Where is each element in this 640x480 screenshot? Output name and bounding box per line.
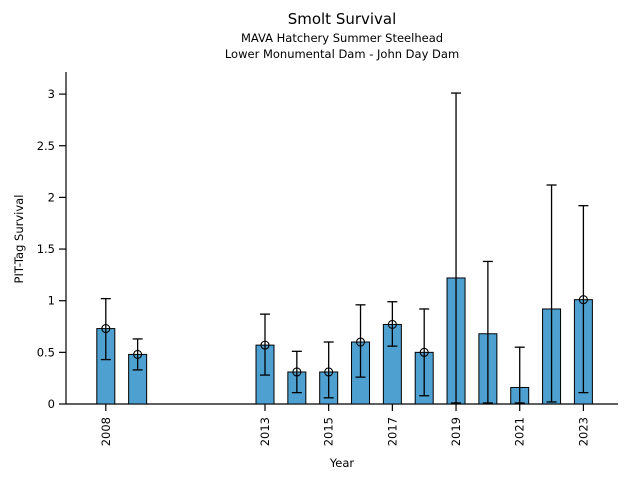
- point-marker-2018: [419, 347, 429, 357]
- y-tick-label: 0.5: [37, 345, 55, 359]
- y-tick-label: 2.5: [37, 139, 55, 153]
- x-tick-label: 2008: [99, 417, 113, 446]
- x-tick-label: 2023: [576, 417, 590, 446]
- point-marker-2008: [101, 324, 111, 334]
- point-marker-2013: [260, 340, 270, 350]
- y-tick-label: 0: [48, 397, 55, 411]
- x-tick-label: 2021: [513, 417, 527, 446]
- point-marker-2016: [355, 337, 366, 347]
- point-marker-2015: [324, 367, 334, 377]
- y-tick-label: 3: [48, 87, 55, 101]
- x-tick-label: 2015: [322, 417, 336, 446]
- x-axis-label: Year: [329, 456, 355, 470]
- x-tick-label: 2017: [385, 417, 399, 446]
- point-marker-2009: [133, 349, 143, 359]
- y-tick-label: 1: [48, 294, 55, 308]
- chart-subtitle-line1: MAVA Hatchery Summer Steelhead: [240, 31, 444, 45]
- x-tick-label: 2013: [258, 417, 272, 446]
- point-marker-2023: [578, 295, 588, 305]
- chart-title: Smolt Survival: [287, 10, 397, 28]
- y-tick-label: 2: [48, 190, 55, 204]
- x-tick-label: 2019: [449, 417, 463, 446]
- y-tick-label: 1.5: [37, 242, 55, 256]
- point-marker-2014: [292, 367, 302, 377]
- chart-subtitle-line2: Lower Monumental Dam - John Day Dam: [224, 47, 460, 61]
- point-marker-2017: [387, 319, 397, 330]
